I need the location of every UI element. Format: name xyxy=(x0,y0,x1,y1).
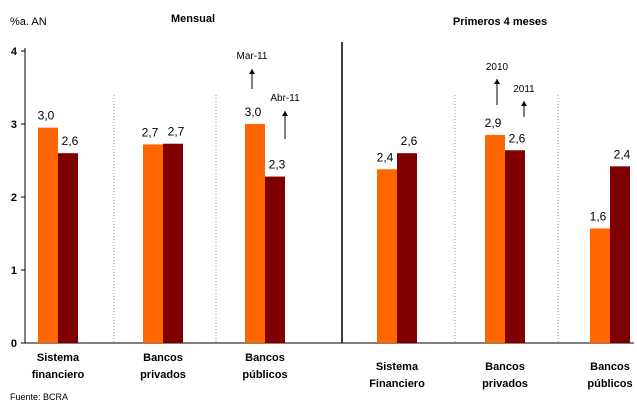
y-tick-label: 1 xyxy=(11,265,17,277)
series-annotation: Abr-11 xyxy=(270,93,300,104)
series-annotations: Mar-11 Abr-11 2010 2011 xyxy=(237,51,535,139)
data-label: 3,0 xyxy=(38,109,55,123)
bar xyxy=(485,134,505,343)
dividers xyxy=(113,42,559,343)
data-label: 2,3 xyxy=(269,158,286,172)
y-tick-label: 3 xyxy=(11,119,17,131)
data-label: 3,0 xyxy=(245,105,262,119)
bar xyxy=(245,124,265,343)
axes: 0 1 2 3 4 xyxy=(11,46,634,350)
category-label: Sistema xyxy=(376,361,419,373)
category-label: Bancos xyxy=(245,352,285,364)
bar xyxy=(610,166,630,343)
y-unit-label: %a. AN xyxy=(10,16,47,28)
data-label: 2,6 xyxy=(509,131,526,145)
category-label: privados xyxy=(482,378,528,390)
category-label: Bancos xyxy=(590,361,630,373)
bars xyxy=(38,124,630,344)
bar xyxy=(58,153,78,343)
series-annotation: Mar-11 xyxy=(237,51,268,62)
y-tick-label: 2 xyxy=(11,192,17,204)
category-label: Sistema xyxy=(37,352,80,364)
data-label: 2,6 xyxy=(62,134,79,148)
category-label: públicos xyxy=(242,369,287,381)
data-label: 2,7 xyxy=(168,125,185,139)
y-tick-label: 0 xyxy=(11,338,17,350)
data-label: 2,4 xyxy=(614,147,631,161)
series-annotation: 2010 xyxy=(486,62,509,73)
category-label: financiero xyxy=(32,369,85,381)
category-label: Financiero xyxy=(369,378,425,390)
category-label: privados xyxy=(140,369,186,381)
data-label: 2,9 xyxy=(485,116,502,130)
data-label: 2,6 xyxy=(401,134,418,148)
category-label: públicos xyxy=(587,378,632,390)
y-tick-label: 4 xyxy=(11,46,18,58)
bar xyxy=(505,150,525,343)
bar xyxy=(265,176,285,343)
bar xyxy=(38,127,58,344)
data-labels: 3,0 2,6 2,7 2,7 3,0 2,3 2,4 2,6 2,9 2,6 1,6 2,4 xyxy=(38,105,631,223)
bar xyxy=(163,143,183,343)
bar xyxy=(143,144,163,343)
arrowhead xyxy=(249,69,255,74)
arrowhead xyxy=(282,111,288,116)
data-label: 2,7 xyxy=(142,125,159,139)
panel-title-mensual: Mensual xyxy=(171,13,215,25)
category-label: Bancos xyxy=(143,352,183,364)
bar xyxy=(590,228,610,343)
arrowhead xyxy=(521,101,527,106)
arrowhead xyxy=(494,79,500,84)
series-annotation: 2011 xyxy=(513,84,535,95)
bar xyxy=(377,169,397,343)
data-label: 1,6 xyxy=(590,209,607,223)
data-label: 2,4 xyxy=(377,150,394,164)
source-note: Fuente: BCRA xyxy=(10,392,68,402)
panel-title-primeros-4-meses: Primeros 4 meses xyxy=(453,16,547,28)
bar xyxy=(397,153,417,343)
category-label: Bancos xyxy=(485,361,525,373)
category-labels: Sistema financiero Bancos privados Bancos púb… xyxy=(32,352,633,390)
